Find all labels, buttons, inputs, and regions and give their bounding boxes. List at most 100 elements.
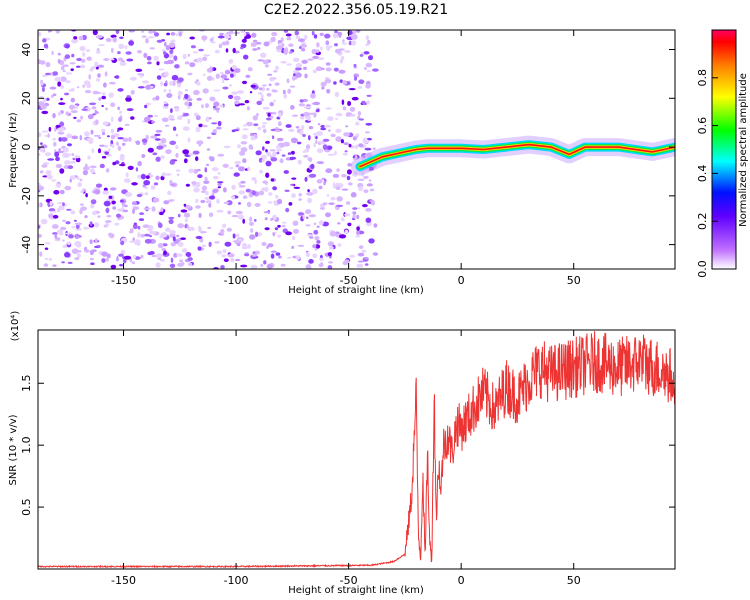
noise-speck — [266, 87, 270, 91]
noise-speck — [304, 73, 308, 79]
noise-speck — [110, 116, 114, 122]
noise-speck — [351, 34, 358, 40]
noise-speck — [160, 175, 165, 181]
noise-speck — [216, 250, 222, 255]
noise-speck — [96, 78, 100, 82]
noise-speck — [306, 104, 311, 107]
noise-speck — [84, 131, 90, 137]
noise-speck — [250, 42, 257, 47]
noise-speck — [83, 226, 90, 230]
noise-speck — [365, 62, 372, 68]
noise-speck — [70, 97, 76, 103]
noise-speck — [206, 136, 211, 139]
noise-speck — [237, 90, 244, 94]
noise-speck — [261, 241, 267, 247]
noise-speck — [164, 41, 167, 47]
noise-speck — [76, 119, 82, 123]
noise-speck — [312, 188, 318, 195]
noise-speck — [278, 112, 282, 118]
noise-speck — [106, 135, 110, 138]
noise-speck — [104, 71, 108, 77]
noise-speck — [82, 84, 85, 88]
noise-speck — [154, 138, 161, 141]
noise-speck — [252, 115, 258, 121]
noise-speck — [343, 132, 350, 137]
noise-speck — [251, 32, 257, 38]
noise-speck — [62, 219, 66, 222]
noise-speck — [170, 108, 173, 113]
noise-speck — [66, 133, 72, 139]
noise-speck — [293, 228, 299, 234]
noise-speck — [54, 76, 62, 82]
noise-speck — [41, 86, 45, 92]
noise-speck — [313, 229, 319, 235]
noise-speck — [341, 42, 348, 45]
noise-speck — [213, 188, 219, 193]
noise-speck — [97, 148, 102, 154]
noise-speck — [92, 30, 98, 36]
noise-speck — [89, 257, 94, 261]
noise-speck — [223, 187, 227, 193]
noise-speck — [226, 31, 234, 35]
noise-speck — [357, 252, 365, 257]
noise-speck — [290, 105, 295, 110]
noise-speck — [277, 234, 282, 238]
noise-speck — [261, 159, 265, 163]
noise-speck — [39, 147, 45, 153]
noise-speck — [274, 227, 279, 231]
noise-speck — [355, 235, 361, 238]
noise-speck — [158, 142, 164, 146]
noise-speck — [230, 257, 235, 263]
noise-speck — [272, 151, 277, 158]
noise-speck — [144, 192, 149, 196]
noise-speck — [147, 228, 152, 232]
noise-speck — [193, 168, 199, 174]
noise-speck — [324, 78, 332, 84]
noise-speck — [212, 77, 215, 81]
noise-speck — [71, 226, 76, 229]
noise-speck — [69, 175, 76, 180]
noise-speck — [314, 236, 320, 241]
figure-title: C2E2.2022.356.05.19.R21 — [264, 2, 448, 18]
noise-speck — [351, 40, 357, 46]
noise-speck — [163, 101, 168, 104]
noise-speck — [122, 258, 127, 264]
noise-speck — [365, 43, 370, 47]
noise-speck — [159, 258, 165, 262]
noise-speck — [244, 36, 248, 40]
noise-speck — [137, 86, 145, 89]
noise-speck — [65, 221, 71, 225]
noise-speck — [297, 244, 305, 247]
noise-speck — [253, 123, 259, 127]
noise-speck — [213, 89, 221, 92]
x-tick-label: -50 — [340, 274, 358, 287]
noise-speck — [365, 35, 369, 41]
noise-speck — [332, 182, 336, 188]
noise-speck — [200, 199, 206, 204]
noise-speck — [214, 49, 220, 54]
noise-speck — [121, 142, 126, 146]
noise-speck — [276, 148, 282, 152]
noise-speck — [318, 263, 324, 268]
noise-speck — [263, 211, 271, 214]
noise-speck — [160, 155, 165, 159]
noise-speck — [40, 79, 43, 84]
noise-speck — [229, 167, 234, 170]
noise-speck — [183, 203, 187, 207]
noise-speck — [149, 234, 152, 238]
noise-speck — [176, 173, 180, 176]
noise-speck — [228, 58, 234, 64]
noise-speck — [104, 151, 109, 155]
colorbar-gradient — [711, 29, 737, 270]
noise-speck — [352, 214, 356, 219]
noise-speck — [270, 178, 275, 182]
noise-speck — [321, 86, 325, 90]
noise-speck — [95, 111, 99, 114]
noise-speck — [249, 91, 253, 94]
noise-speck — [220, 228, 225, 235]
noise-speck — [342, 152, 348, 156]
noise-speck — [189, 36, 195, 40]
noise-speck — [102, 190, 109, 195]
noise-speck — [60, 65, 65, 71]
noise-speck — [207, 226, 212, 230]
